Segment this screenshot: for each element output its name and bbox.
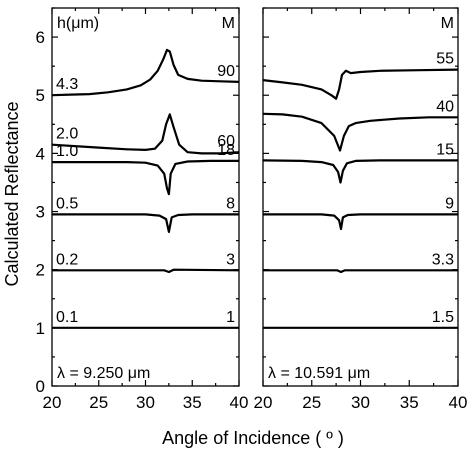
- m-value-label: 8: [226, 195, 235, 212]
- x-tick-label: 40: [230, 393, 249, 412]
- y-tick-label: 3: [36, 203, 45, 222]
- x-tick-label: 30: [351, 393, 370, 412]
- m-value-label: 18: [217, 142, 235, 159]
- plot-frame: [51, 7, 240, 387]
- h-value-label: 0.1: [56, 309, 78, 326]
- curve-line: [51, 113, 240, 155]
- y-tick-label: 0: [36, 377, 45, 396]
- m-value-label: 3.3: [432, 251, 454, 268]
- y-tick-label: 6: [36, 28, 45, 47]
- m-value-label: 60: [217, 133, 235, 150]
- curve-line: [263, 213, 458, 231]
- curve-line: [262, 68, 459, 100]
- x-axis-title: Angle of Incidence ( º ): [162, 428, 344, 448]
- panels: 20 25 30 35 40 0 1 2 3 4 5 6 h(μm) M 0.1 1 0.2 3 0.5 8 1.0 18…: [36, 7, 468, 412]
- h-value-label: 0.2: [56, 251, 78, 268]
- m-column-header: M: [441, 15, 454, 32]
- m-value-label: 55: [436, 51, 454, 68]
- m-value-label: 9: [445, 195, 454, 212]
- plot-frame: [262, 7, 459, 387]
- curve-line: [262, 112, 458, 152]
- curve-line: [52, 268, 240, 274]
- wavelength-label: λ = 10.591 μm: [268, 365, 370, 382]
- m-value-label: 40: [436, 98, 454, 115]
- panel-2: 20 25 30 35 40 M 1.5 3.3 9 15 40 55 λ = 10.591 μm: [254, 7, 468, 412]
- y-tick-label: 4: [36, 144, 45, 163]
- x-tick-label: 20: [43, 393, 62, 412]
- m-value-label: 1: [226, 309, 235, 326]
- curve-line: [52, 213, 239, 233]
- x-tick-label: 35: [183, 393, 202, 412]
- h-value-label: 0.5: [56, 195, 78, 212]
- x-tick-label: 35: [400, 393, 419, 412]
- m-column-header: M: [222, 15, 235, 32]
- h-value-label: 1.0: [56, 143, 78, 160]
- x-tick-label: 25: [89, 393, 108, 412]
- y-tick-label: 2: [36, 261, 45, 280]
- y-axis-title: Calculated Reflectance: [2, 101, 22, 286]
- curve-line: [262, 159, 458, 184]
- curve-line: [263, 269, 458, 274]
- x-tick-label: 30: [136, 393, 155, 412]
- h-value-label: 2.0: [56, 126, 78, 143]
- m-value-label: 1.5: [432, 309, 454, 326]
- m-value-label: 15: [436, 141, 454, 158]
- h-column-header: h(μm): [57, 15, 99, 32]
- curve-line: [52, 159, 239, 196]
- m-value-label: 3: [226, 251, 235, 268]
- y-tick-label: 1: [36, 319, 45, 338]
- wavelength-label: λ = 9.250 μm: [57, 365, 150, 382]
- x-tick-label: 40: [449, 393, 468, 412]
- curve-line: [51, 48, 240, 97]
- x-tick-label: 20: [254, 393, 273, 412]
- m-value-label: 90: [217, 63, 235, 80]
- y-tick-label: 5: [36, 86, 45, 105]
- panel-1: 20 25 30 35 40 0 1 2 3 4 5 6 h(μm) M 0.1 1 0.2 3 0.5 8 1.0 18…: [36, 7, 249, 412]
- x-tick-label: 25: [302, 393, 321, 412]
- h-value-label: 4.3: [56, 76, 78, 93]
